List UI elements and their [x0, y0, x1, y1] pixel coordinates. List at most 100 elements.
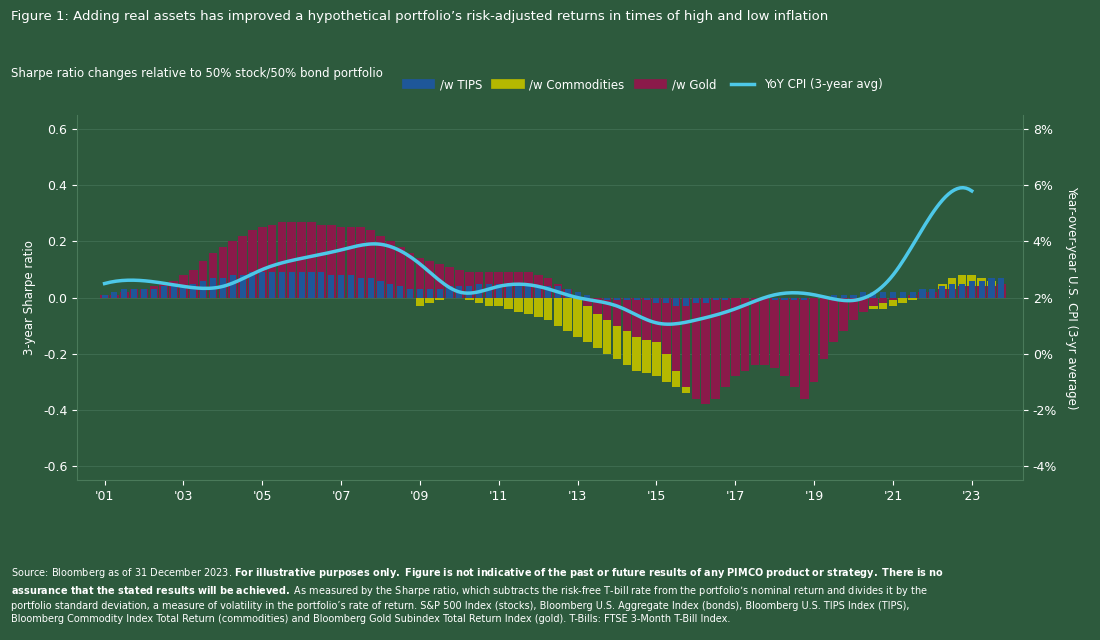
Bar: [307, 236, 316, 298]
Bar: [682, 298, 691, 387]
Bar: [220, 278, 225, 298]
Bar: [900, 292, 905, 298]
Bar: [257, 244, 266, 298]
Bar: [703, 298, 708, 303]
Bar: [593, 298, 602, 348]
Bar: [120, 292, 129, 298]
Bar: [189, 275, 198, 298]
Bar: [386, 241, 395, 298]
Bar: [229, 241, 236, 298]
YoY CPI (3-year avg): [629, 310, 642, 318]
Bar: [563, 289, 572, 298]
Bar: [111, 292, 118, 298]
Bar: [131, 289, 138, 298]
Bar: [219, 247, 228, 298]
Bar: [416, 259, 425, 298]
Bar: [693, 298, 698, 303]
Bar: [209, 264, 218, 298]
Bar: [543, 278, 552, 298]
Bar: [516, 284, 521, 298]
Bar: [673, 298, 679, 306]
Bar: [692, 298, 701, 399]
Bar: [632, 298, 641, 371]
Bar: [376, 236, 385, 298]
Bar: [346, 239, 355, 298]
Bar: [839, 298, 848, 309]
Bar: [446, 267, 454, 298]
Bar: [426, 298, 434, 303]
Bar: [298, 273, 305, 298]
YoY CPI (3-year avg): [887, 271, 900, 278]
Bar: [910, 292, 915, 298]
Bar: [544, 286, 551, 298]
Bar: [899, 298, 907, 303]
Bar: [514, 273, 522, 298]
Bar: [770, 298, 779, 342]
Bar: [879, 298, 888, 303]
Text: Figure 1: Adding real assets has improved a hypothetical portfolio’s risk-adjust: Figure 1: Adding real assets has improve…: [11, 10, 828, 22]
Bar: [524, 298, 532, 314]
Bar: [317, 236, 326, 298]
Bar: [830, 295, 837, 298]
Bar: [504, 298, 513, 309]
Bar: [130, 289, 139, 298]
Bar: [849, 298, 858, 309]
Bar: [200, 281, 206, 298]
Bar: [496, 284, 502, 298]
Bar: [366, 230, 375, 298]
Bar: [210, 278, 216, 298]
Bar: [267, 225, 276, 298]
Bar: [229, 253, 236, 298]
Bar: [948, 289, 956, 298]
Bar: [849, 298, 858, 320]
Bar: [702, 298, 710, 390]
Bar: [160, 286, 168, 298]
Bar: [623, 298, 631, 365]
Bar: [603, 298, 612, 354]
Bar: [308, 273, 315, 298]
Line: YoY CPI (3-year avg): YoY CPI (3-year avg): [104, 188, 971, 324]
Bar: [850, 295, 857, 298]
Bar: [141, 289, 147, 298]
Bar: [150, 289, 158, 298]
Bar: [348, 275, 354, 298]
Bar: [465, 273, 473, 298]
Bar: [260, 273, 265, 298]
Bar: [740, 298, 749, 371]
Bar: [880, 292, 887, 298]
Bar: [239, 250, 246, 298]
Bar: [642, 298, 651, 340]
Bar: [730, 298, 739, 376]
Bar: [257, 227, 266, 298]
Bar: [771, 298, 778, 300]
Bar: [553, 298, 562, 326]
Bar: [859, 298, 868, 312]
Bar: [928, 292, 937, 298]
Bar: [494, 273, 503, 298]
Bar: [623, 298, 631, 332]
Bar: [297, 239, 306, 298]
Bar: [277, 222, 286, 298]
Bar: [297, 222, 306, 298]
Bar: [338, 275, 344, 298]
Bar: [692, 298, 701, 393]
Bar: [455, 269, 464, 298]
Bar: [662, 298, 671, 354]
Bar: [387, 284, 394, 298]
Bar: [634, 298, 640, 300]
Bar: [967, 275, 976, 298]
YoY CPI (3-year avg): [661, 321, 674, 328]
Bar: [534, 275, 542, 298]
Bar: [151, 289, 157, 298]
Bar: [613, 298, 621, 359]
Bar: [800, 298, 808, 326]
Bar: [417, 289, 424, 298]
Bar: [652, 298, 661, 342]
Bar: [240, 275, 245, 298]
Bar: [870, 292, 877, 298]
Bar: [289, 273, 295, 298]
Bar: [780, 298, 789, 337]
Bar: [603, 298, 612, 320]
Bar: [179, 275, 188, 298]
Bar: [279, 273, 285, 298]
